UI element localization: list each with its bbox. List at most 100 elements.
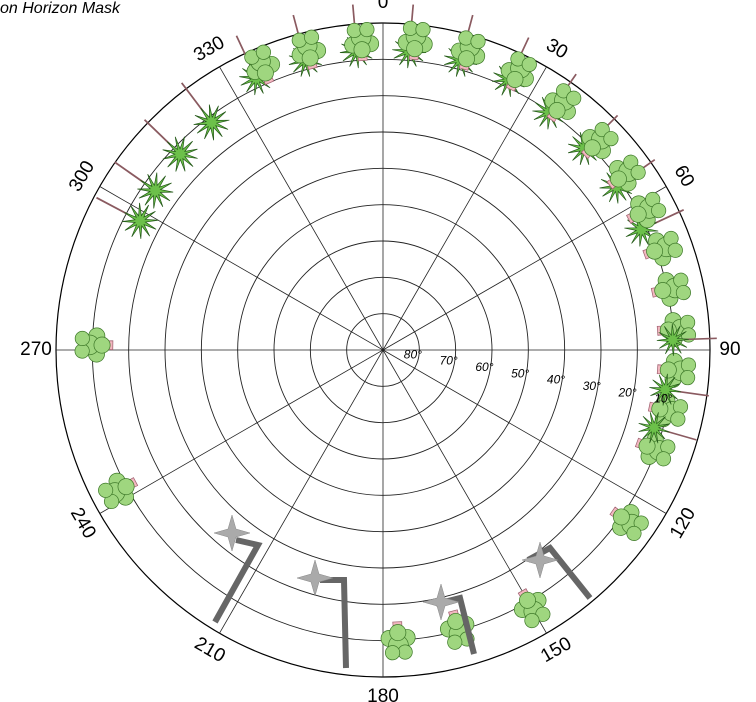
tree-foliage [389, 624, 407, 642]
elevation-label: 80° [404, 347, 422, 361]
spoke [382, 66, 547, 351]
tree-icon [397, 20, 433, 61]
palm-icon [180, 82, 230, 141]
elevation-label: 10° [654, 392, 672, 406]
tree-icon [626, 191, 667, 229]
tree-foliage [680, 370, 696, 386]
tree-foliage [506, 71, 524, 88]
tree-foliage [670, 411, 686, 427]
tree-icon [656, 352, 697, 388]
tree-icon [650, 272, 691, 307]
elevation-label: 50° [511, 366, 529, 380]
tree-icon [642, 230, 683, 267]
tree-foliage [93, 336, 111, 354]
spoke [99, 186, 384, 351]
tree-icon [500, 51, 537, 92]
tree-icon [580, 122, 619, 160]
tree-icon [609, 504, 649, 541]
tree-foliage [646, 242, 664, 260]
palm-icon [143, 119, 198, 172]
tree-foliage [98, 482, 114, 498]
azimuth-label: 240 [66, 504, 100, 542]
tree-icon [74, 327, 114, 363]
spoke [382, 186, 667, 351]
palm-leaves [638, 412, 670, 444]
azimuth-label: 90 [719, 339, 740, 360]
tree-foliage [406, 40, 424, 58]
tree-icon [380, 621, 416, 661]
palm-icon [114, 161, 174, 209]
azimuth-label: 300 [65, 157, 99, 195]
tree-foliage [583, 139, 601, 157]
tree-foliage [626, 525, 642, 541]
azimuth-label: 270 [20, 339, 52, 360]
elevation-label: 40° [547, 373, 565, 387]
azimuth-label: 30 [542, 35, 571, 64]
tree-foliage [638, 437, 656, 455]
building-marker [213, 514, 251, 552]
tree-foliage [301, 49, 319, 67]
tree-foliage [629, 205, 647, 223]
tree-foliage [603, 131, 619, 147]
tree-icon [513, 588, 551, 629]
tree-icon [450, 30, 486, 71]
spoke [382, 349, 547, 634]
tree-foliage [651, 203, 667, 219]
palm-leaves [137, 172, 174, 209]
building-outline [320, 577, 349, 669]
building-marker [296, 559, 334, 597]
tree-foliage [359, 21, 375, 38]
tree-foliage [659, 361, 677, 379]
tree-foliage [74, 330, 90, 347]
azimuth-label: 180 [367, 686, 399, 702]
tree-foliage [519, 591, 536, 609]
azimuth-label: 60 [670, 162, 699, 191]
azimuth-label: 330 [190, 32, 228, 66]
title: on Horizon Mask [0, 0, 121, 17]
elevation-label: 60° [475, 360, 493, 374]
tree-icon [244, 44, 281, 86]
tree-foliage [655, 451, 672, 467]
tree-foliage [256, 64, 274, 82]
spoke [219, 66, 384, 351]
tree-icon [606, 154, 646, 192]
spoke [219, 349, 384, 634]
tree-foliage [521, 56, 537, 72]
tree-foliage [651, 400, 669, 418]
palm-icon [638, 412, 697, 444]
azimuth-label: 120 [666, 504, 700, 542]
tree-icon [344, 21, 380, 62]
tree-foliage [675, 285, 691, 301]
palm-icon [649, 373, 709, 406]
elevation-label: 20° [617, 385, 636, 399]
azimuth-label: 210 [191, 633, 229, 667]
tree-foliage [458, 50, 475, 68]
building-outline [212, 537, 263, 624]
tree-foliage [384, 645, 401, 661]
palm-icon [656, 323, 717, 356]
tree-foliage [654, 282, 672, 299]
palm-leaves [122, 202, 159, 239]
azimuth-label: 150 [537, 633, 575, 667]
spoke [99, 349, 384, 514]
building-marker [422, 583, 460, 621]
tree-foliage [447, 634, 463, 650]
palm-leaves [193, 104, 230, 141]
labels: 0 30 60 90 120 150 180 210 240 270 300 330 80° 70° 60°… [20, 0, 740, 702]
obstacle-icons [74, 4, 717, 669]
tree-icon [291, 29, 327, 70]
tree-foliage [548, 102, 566, 119]
tree-foliage [353, 41, 371, 59]
tree-foliage [566, 90, 582, 106]
tree-foliage [117, 478, 135, 496]
elevation-label: 70° [440, 354, 458, 368]
palm-leaves [162, 136, 198, 172]
palm-leaves [649, 373, 682, 406]
palm-icon [96, 196, 159, 239]
tree-foliage [303, 29, 320, 45]
spoke [382, 349, 667, 514]
tree-foliage [630, 164, 646, 180]
building-marker [521, 541, 559, 579]
tree-foliage [609, 170, 627, 188]
